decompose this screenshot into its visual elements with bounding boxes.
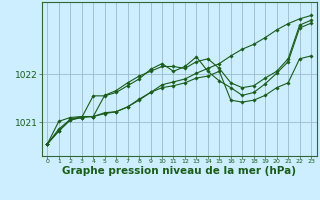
X-axis label: Graphe pression niveau de la mer (hPa): Graphe pression niveau de la mer (hPa) — [62, 166, 296, 176]
